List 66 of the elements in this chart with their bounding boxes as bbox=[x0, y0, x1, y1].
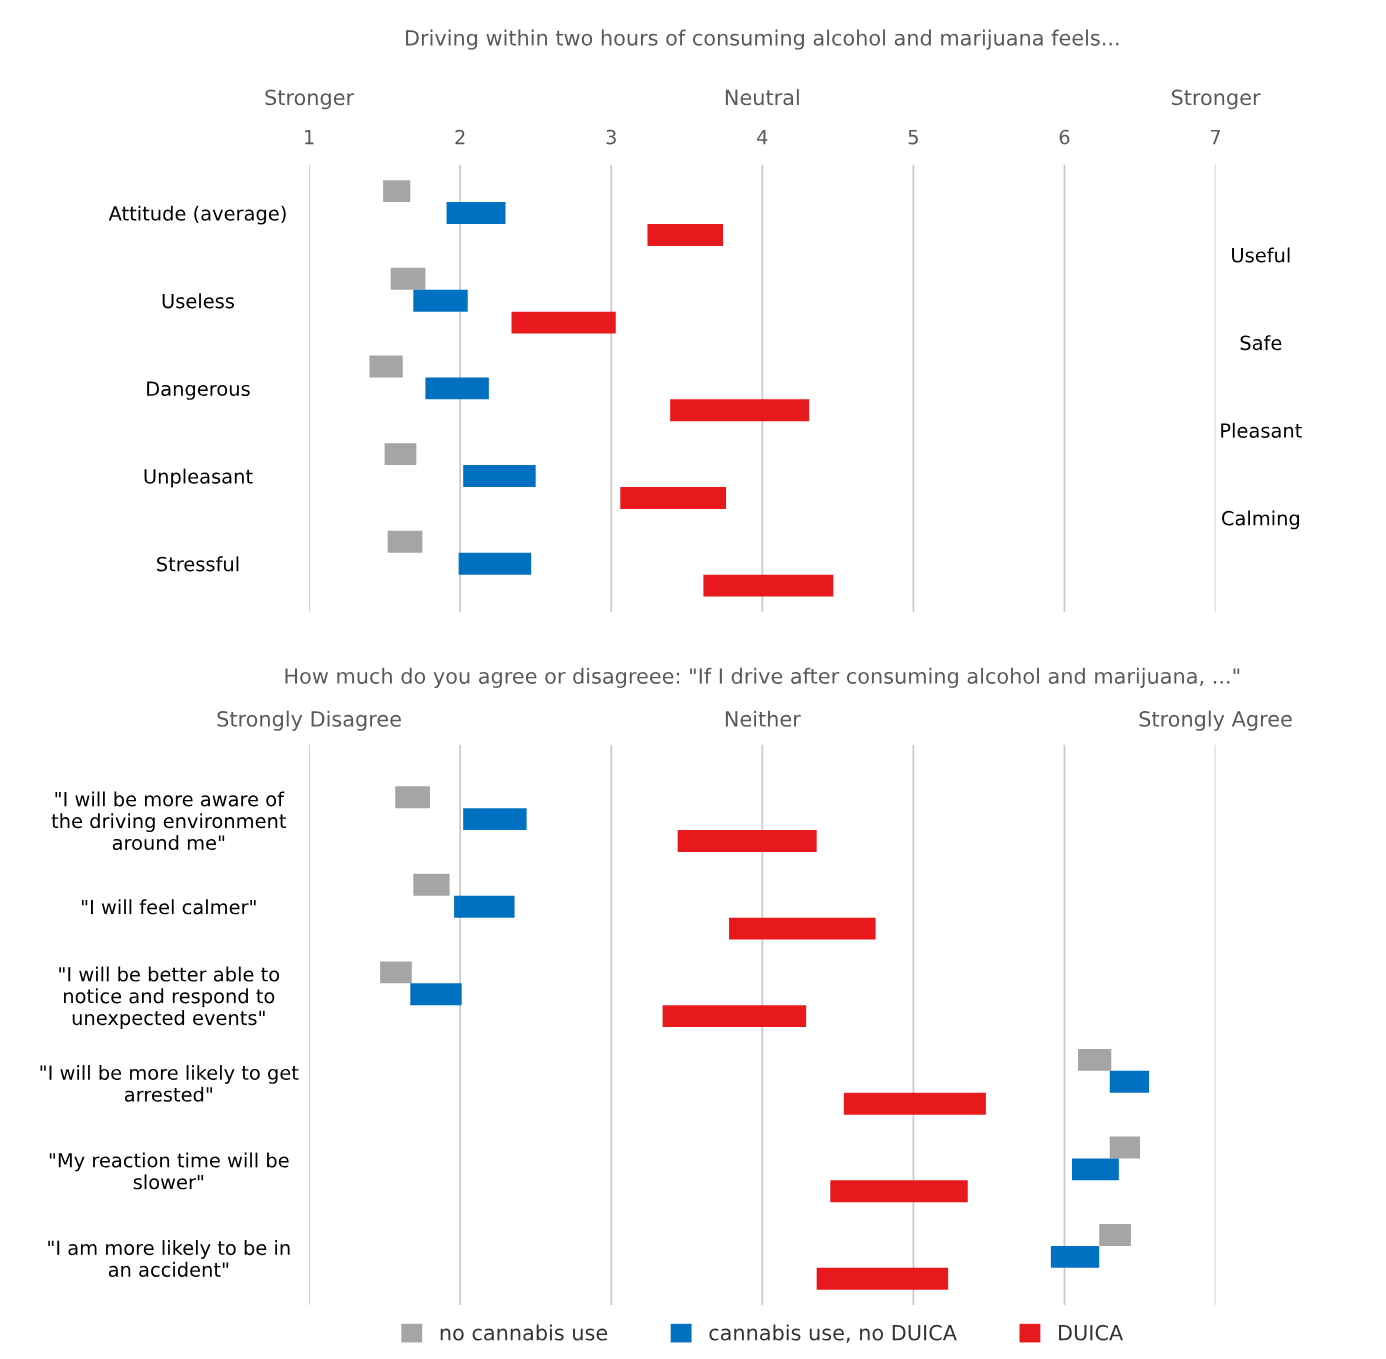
bar bbox=[843, 1092, 986, 1115]
text: Neutral bbox=[725, 89, 799, 106]
bar bbox=[387, 530, 423, 553]
y-tick-label: Stressful bbox=[157, 556, 239, 572]
y-tick-label: Attitude (average) bbox=[108, 205, 286, 225]
bar bbox=[1109, 1070, 1150, 1093]
y-tick-label: "I will be more aware of the driving environment around me" bbox=[51, 791, 287, 851]
bar bbox=[620, 487, 727, 509]
bar bbox=[413, 873, 450, 896]
legend-label: DUICA bbox=[1059, 1324, 1124, 1341]
x-tick-label: 3 bbox=[606, 129, 616, 145]
text: Safe bbox=[1240, 335, 1282, 351]
x-tick-label: 7 bbox=[1210, 129, 1221, 145]
y-tick-label: "My reaction time will be slower" bbox=[49, 1152, 289, 1190]
bar bbox=[729, 917, 876, 940]
bar bbox=[703, 574, 834, 597]
x-tick-label: 6 bbox=[1059, 129, 1070, 145]
legend-label: cannabis use, no DUICA bbox=[709, 1324, 957, 1343]
text: Stronger bbox=[1171, 89, 1261, 110]
x-tick-label: 2 bbox=[455, 129, 465, 145]
bar bbox=[1109, 1136, 1140, 1159]
y-tick-label: "I will be better able to notice and respond to unexpected events" bbox=[59, 966, 280, 1029]
bar bbox=[410, 983, 462, 1006]
text: Stronger bbox=[265, 89, 355, 110]
text: Strongly Agree bbox=[1139, 710, 1292, 731]
legend-label: no cannabis use bbox=[440, 1324, 608, 1341]
bar bbox=[369, 355, 403, 378]
bar bbox=[1050, 1245, 1100, 1268]
bar bbox=[390, 267, 426, 290]
text: Strongly Disagree bbox=[217, 710, 401, 731]
bar bbox=[662, 1005, 807, 1028]
bar bbox=[380, 961, 412, 984]
x-tick-label: 1 bbox=[305, 129, 314, 145]
bar bbox=[1072, 1158, 1119, 1181]
text: Calming bbox=[1221, 510, 1300, 530]
y-tick-label: Useless bbox=[162, 293, 234, 309]
bar bbox=[395, 786, 430, 809]
bar bbox=[384, 443, 417, 466]
bar bbox=[463, 808, 527, 831]
y-tick-label: "I will be more likely to get arrested" bbox=[40, 1065, 299, 1102]
bar bbox=[816, 1267, 949, 1290]
y-tick-label: Unpleasant bbox=[144, 468, 253, 488]
y-tick-label: "I am more likely to be in an accident" bbox=[48, 1240, 290, 1277]
bar bbox=[454, 895, 515, 918]
x-tick-label: 4 bbox=[757, 129, 768, 145]
bar bbox=[458, 552, 532, 575]
bar bbox=[1099, 1224, 1131, 1246]
x-tick-label: 5 bbox=[908, 129, 918, 145]
text: Pleasant bbox=[1221, 422, 1302, 438]
bar bbox=[383, 180, 411, 203]
bar bbox=[1078, 1048, 1112, 1071]
bar bbox=[670, 399, 810, 422]
bar bbox=[425, 377, 489, 400]
bar bbox=[511, 311, 616, 334]
bar bbox=[830, 1180, 968, 1203]
bar bbox=[446, 202, 506, 225]
bar bbox=[647, 224, 724, 246]
y-tick-label: Dangerous bbox=[147, 381, 250, 400]
y-tick-label: "I will feel calmer" bbox=[81, 899, 256, 915]
text: Neither bbox=[725, 710, 801, 727]
chart-title: How much do you agree or disagreee: "If I drive after consuming alcohol and marijuana, ..." bbox=[285, 667, 1240, 688]
bar bbox=[463, 465, 536, 488]
bar bbox=[677, 830, 817, 852]
bar bbox=[413, 289, 468, 312]
text: Useful bbox=[1232, 247, 1290, 263]
chart-title: Driving within two hours of consuming alcohol and marijuana feels... bbox=[406, 29, 1119, 50]
